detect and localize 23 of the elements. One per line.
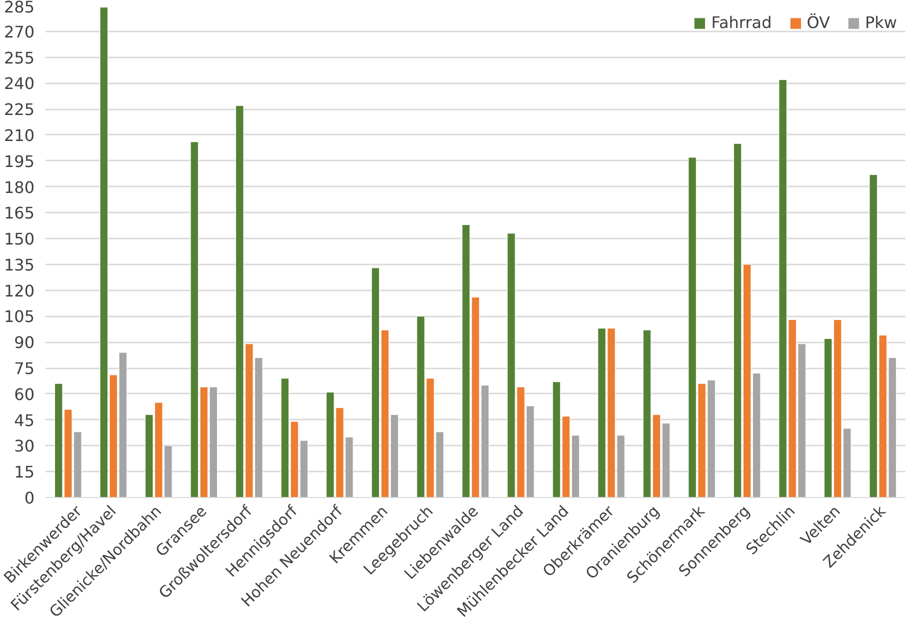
- y-tick-label: 30: [14, 436, 34, 456]
- y-tick-label: 60: [14, 384, 34, 404]
- y-tick-label: 270: [4, 22, 35, 42]
- y-tick-label: 240: [4, 74, 35, 94]
- y-tick-label: 105: [4, 307, 35, 326]
- y-tick-label: 195: [4, 152, 35, 171]
- y-tick-label: 45: [14, 410, 34, 430]
- y-tick-label: 180: [4, 178, 35, 197]
- legend-label: Pkw: [865, 13, 897, 32]
- y-tick-label: 135: [4, 255, 35, 274]
- y-tick-label: 75: [14, 359, 34, 378]
- y-tick-label: 15: [14, 462, 34, 482]
- y-tick-label: 285: [4, 0, 35, 16]
- y-tick-label: 165: [4, 204, 35, 223]
- y-tick-label: 0: [24, 488, 35, 508]
- y-tick-label: 150: [4, 230, 35, 249]
- y-tick-label: 255: [4, 48, 35, 68]
- y-tick-label: 210: [4, 126, 35, 145]
- legend-label: ÖV: [806, 13, 830, 32]
- y-tick-label: 120: [4, 281, 35, 300]
- y-tick-label: 90: [14, 333, 34, 352]
- y-tick-label: 225: [4, 100, 35, 120]
- legend-label: Fahrrad: [711, 13, 772, 32]
